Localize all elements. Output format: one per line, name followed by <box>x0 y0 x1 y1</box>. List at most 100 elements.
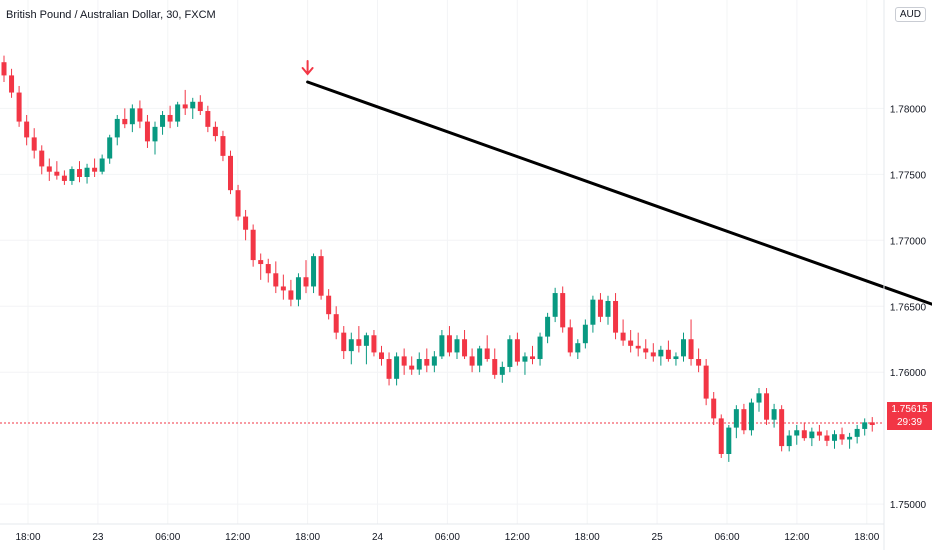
candle-down <box>839 434 845 440</box>
arrow-down-marker-icon <box>301 60 314 76</box>
last-price-tag: 1.75615 29:39 <box>887 402 932 430</box>
candle-down <box>303 277 309 287</box>
candle-up <box>862 422 868 429</box>
candle-down <box>764 393 770 420</box>
candle-down <box>718 418 724 454</box>
candle-up <box>794 430 800 436</box>
candle-down <box>530 356 535 360</box>
candle-down <box>409 365 415 370</box>
x-tick-label: 06:00 <box>435 532 460 543</box>
candle-up <box>477 348 483 366</box>
candle-down <box>92 167 98 172</box>
candle-up <box>847 436 853 440</box>
candle-down <box>816 431 822 436</box>
candle-up <box>416 359 422 370</box>
candle-down <box>9 75 15 93</box>
candle-down <box>446 335 452 353</box>
candle-up <box>575 343 581 353</box>
candle-down <box>243 216 249 230</box>
candle-down <box>665 349 671 360</box>
candle-up <box>394 356 400 379</box>
y-tick-label: 1.77000 <box>890 236 927 247</box>
chart-title: British Pound / Australian Dollar, 30, F… <box>6 9 216 21</box>
y-tick-label: 1.75000 <box>890 500 927 511</box>
candle-up <box>363 335 369 346</box>
x-tick-label: 06:00 <box>714 532 739 543</box>
candle-down <box>469 356 475 366</box>
candle-down <box>462 339 468 357</box>
candles <box>1 55 875 462</box>
candle-down <box>31 137 37 151</box>
candle-down <box>318 256 324 296</box>
candle-up <box>522 356 528 362</box>
candle-down <box>560 293 566 328</box>
candle-down <box>711 398 717 419</box>
candle-down <box>77 169 82 177</box>
candle-up <box>348 339 354 352</box>
candle-down <box>197 101 203 112</box>
candle-up <box>311 256 317 287</box>
last-price-value: 1.75615 <box>891 404 928 415</box>
candle-up <box>552 293 558 317</box>
candle-down <box>620 332 626 341</box>
candle-up <box>726 427 732 454</box>
candle-down <box>24 121 30 138</box>
candle-up <box>673 356 679 360</box>
candle-down <box>635 345 641 349</box>
candle-down <box>779 409 785 447</box>
candle-up <box>454 339 460 353</box>
currency-badge[interactable]: AUD <box>894 7 926 22</box>
candle-down <box>401 356 407 366</box>
candle-up <box>733 409 739 428</box>
x-tick-label: 23 <box>92 532 104 543</box>
y-tick-label: 1.76000 <box>890 368 927 379</box>
candle-up <box>107 137 113 159</box>
candle-down <box>424 359 430 366</box>
x-tick-label: 24 <box>372 532 384 543</box>
candle-down <box>379 352 384 360</box>
candle-down <box>16 92 22 122</box>
candle-up <box>431 356 437 366</box>
x-tick-label: 12:00 <box>505 532 530 543</box>
candle-up <box>681 339 686 357</box>
descending-trendline <box>306 80 932 306</box>
candle-up <box>190 101 196 109</box>
candle-down <box>258 260 264 265</box>
y-tick-label: 1.77500 <box>890 170 927 181</box>
candle-down <box>235 190 241 217</box>
candle-down <box>212 126 218 137</box>
candle-down <box>273 273 279 287</box>
time-axis[interactable]: 18:00 23 06:00 12:00 18:00 24 06:00 12:00 18:00 2… <box>15 532 879 543</box>
candle-up <box>499 366 505 375</box>
x-tick-label: 12:00 <box>225 532 250 543</box>
candle-down <box>567 327 573 353</box>
candle-down <box>288 290 294 300</box>
candle-down <box>492 359 498 375</box>
candle-down <box>514 339 520 362</box>
candle-up <box>295 277 301 300</box>
candle-down <box>46 166 52 172</box>
x-tick-label: 18:00 <box>575 532 600 543</box>
candle-down <box>280 286 286 291</box>
candle-up <box>129 108 135 125</box>
candle-down <box>54 171 60 176</box>
candle-up <box>84 167 90 177</box>
x-tick-label: 06:00 <box>155 532 180 543</box>
candle-down <box>628 340 634 346</box>
price-axis[interactable]: 1.78000 1.77500 1.77000 1.76500 1.76000 1.750… <box>890 104 927 511</box>
candle-down <box>597 299 603 317</box>
candle-down <box>824 435 830 441</box>
y-tick-label: 1.78000 <box>890 104 927 115</box>
candle-down <box>484 348 490 360</box>
x-tick-label: 12:00 <box>784 532 809 543</box>
candle-down <box>265 264 271 274</box>
candle-down <box>39 150 45 167</box>
candle-down <box>220 136 226 156</box>
candle-down <box>703 365 709 399</box>
x-tick-label: 18:00 <box>854 532 879 543</box>
candle-up <box>69 169 75 181</box>
x-tick-label: 18:00 <box>15 532 40 543</box>
candle-down <box>1 62 7 76</box>
drawings <box>306 80 932 306</box>
